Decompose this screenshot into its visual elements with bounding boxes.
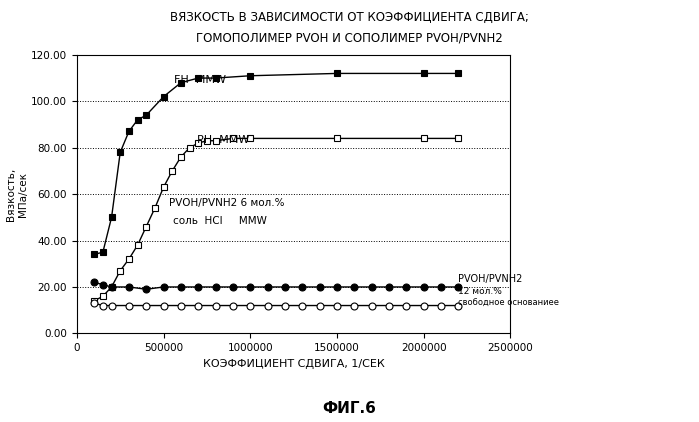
Text: PH  MMW: PH MMW bbox=[196, 135, 249, 145]
Text: свободное основаниее: свободное основаниее bbox=[459, 298, 559, 308]
Text: ГОМОПОЛИМЕР PVOH И СОПОЛИМЕР PVOH/PVNH2: ГОМОПОЛИМЕР PVOH И СОПОЛИМЕР PVOH/PVNH2 bbox=[196, 32, 503, 45]
Text: ВЯЗКОСТЬ В ЗАВИСИМОСТИ ОТ КОЭФФИЦИЕНТА СДВИГА;: ВЯЗКОСТЬ В ЗАВИСИМОСТИ ОТ КОЭФФИЦИЕНТА С… bbox=[170, 11, 529, 24]
X-axis label: КОЭФФИЦИЕНТ СДВИГА, 1/СЕК: КОЭФФИЦИЕНТ СДВИГА, 1/СЕК bbox=[203, 359, 384, 369]
Text: PVOH/PVNH2: PVOH/PVNH2 bbox=[459, 274, 523, 284]
Text: PVOH/PVNH2 6 мол.%: PVOH/PVNH2 6 мол.% bbox=[168, 198, 284, 208]
Y-axis label: Вязкость,
МПа/сек: Вязкость, МПа/сек bbox=[6, 168, 28, 221]
Text: соль  HCl     MMW: соль HCl MMW bbox=[173, 216, 267, 226]
Text: 12 мол.%: 12 мол.% bbox=[459, 287, 502, 296]
Text: FH  MMW: FH MMW bbox=[174, 75, 226, 85]
Text: ФИГ.6: ФИГ.6 bbox=[322, 400, 377, 416]
